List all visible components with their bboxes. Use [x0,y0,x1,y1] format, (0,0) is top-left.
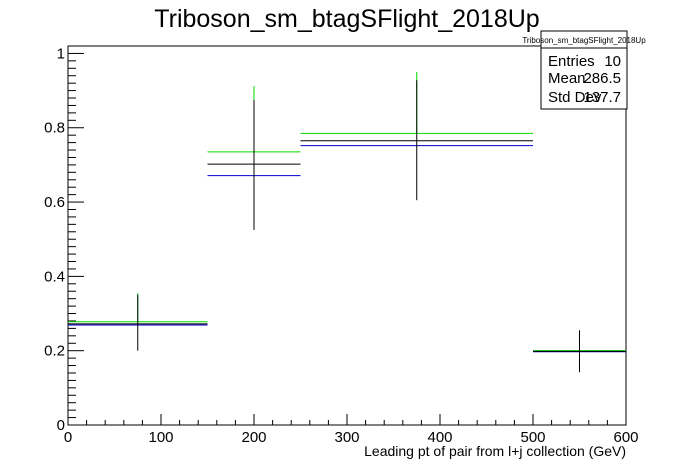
y-tick-label: 0.8 [44,120,65,137]
stats-entries-label: Entries [548,53,595,70]
y-tick-label: 0 [57,417,65,434]
y-tick-label: 0.6 [44,194,65,211]
stats-box-name: Triboson_sm_btagSFlight_2018Up [522,36,646,45]
stats-stddev-value: 137.7 [583,89,621,106]
y-axis: 0 0.2 0.4 0.6 0.8 1 [44,45,84,434]
stats-mean-label: Mean [548,70,586,87]
x-tick-label: 300 [334,429,359,446]
chart-title: Triboson_sm_btagSFlight_2018Up [154,5,539,33]
stats-entries-value: 10 [604,53,621,70]
series-layer [68,72,626,373]
y-tick-label: 0.2 [44,343,65,360]
stats-box: Triboson_sm_btagSFlight_2018Up Entries 1… [522,30,646,110]
x-axis: 0 100 200 300 400 500 600 [64,414,639,446]
y-tick-label: 0.4 [44,268,65,285]
stats-box-frame [540,30,628,110]
x-tick-label: 100 [148,429,173,446]
x-axis-title: Leading pt of pair from l+j collection (… [364,443,626,459]
x-tick-label: 400 [427,429,452,446]
x-tick-label: 0 [64,429,72,446]
stats-mean-value: 286.5 [583,70,621,87]
stats-stddev-label: Std Dev [548,89,602,106]
plot-frame [67,45,627,426]
y-tick-label: 1 [57,45,65,62]
x-tick-label: 200 [241,429,266,446]
x-tick-label: 500 [520,429,545,446]
x-tick-label: 600 [613,429,638,446]
